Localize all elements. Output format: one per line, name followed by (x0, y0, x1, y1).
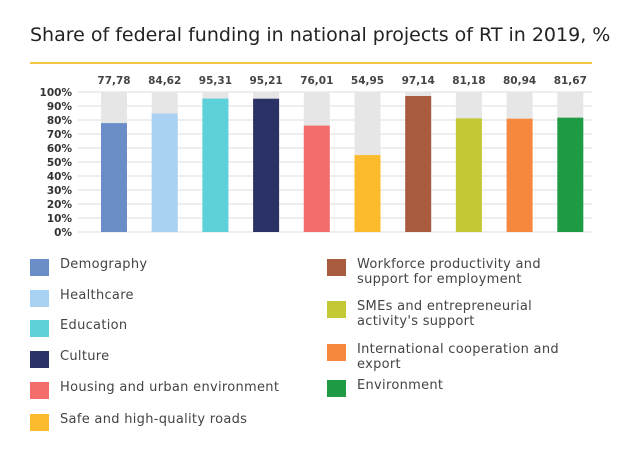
legend-label: Environment (357, 378, 444, 393)
legend-label: Demography (60, 257, 148, 272)
legend-label: Workforce productivity and support for e… (357, 257, 541, 287)
bar-9 (506, 118, 533, 232)
legend-swatch (30, 351, 49, 368)
title-underline (30, 62, 592, 64)
bar-1 (101, 123, 127, 232)
y-tick-label: 30% (47, 185, 73, 197)
bar-6 (354, 155, 381, 232)
legend-swatch (30, 382, 49, 399)
y-tick-label: 50% (47, 157, 73, 169)
y-tick-label: 70% (47, 129, 73, 141)
bar-value-label: 77,78 (97, 75, 130, 87)
legend-swatch (327, 344, 346, 361)
legend-label: Education (60, 318, 128, 333)
bar-value-label: 81,18 (452, 75, 485, 87)
y-tick-label: 0% (54, 227, 72, 239)
y-tick-label: 20% (47, 199, 73, 211)
y-tick-label: 60% (47, 143, 73, 155)
y-tick-label: 90% (47, 101, 73, 113)
bar-2 (151, 113, 178, 232)
legend-swatch (30, 290, 49, 307)
y-tick-label: 10% (47, 213, 73, 225)
legend-swatch (327, 301, 346, 318)
y-tick-label: 100% (40, 87, 73, 99)
bar-3 (202, 98, 229, 232)
bar-10 (557, 117, 584, 232)
legend-swatch (30, 259, 49, 276)
legend-label: International cooperation and export (357, 342, 559, 372)
y-tick-label: 40% (47, 171, 73, 183)
bar-4 (253, 98, 280, 233)
legend-swatch (30, 414, 49, 431)
bar-value-label: 84,62 (148, 75, 181, 87)
chart-title: Share of federal funding in national pro… (30, 24, 611, 46)
legend-label: Housing and urban environment (60, 380, 280, 395)
bar-value-label: 97,14 (402, 75, 435, 87)
bar-8 (455, 118, 482, 232)
bar-value-label: 76,01 (300, 75, 333, 87)
bar-value-label: 95,31 (199, 75, 232, 87)
bar-value-label: 95,21 (249, 75, 282, 87)
legend-swatch (30, 320, 49, 337)
legend-swatch (327, 380, 346, 397)
legend-label: Safe and high-quality roads (60, 412, 248, 427)
legend-swatch (327, 259, 346, 276)
bar-5 (303, 125, 330, 232)
y-tick-label: 80% (47, 115, 73, 127)
bar-7 (405, 96, 432, 232)
legend-label: Culture (60, 349, 110, 364)
bar-value-label: 81,67 (554, 75, 587, 87)
bar-value-label: 80,94 (503, 75, 536, 87)
legend-label: Healthcare (60, 288, 134, 303)
legend-label: SMEs and entrepreneurial activity's supp… (357, 299, 533, 329)
bar-value-label: 54,95 (351, 75, 384, 87)
